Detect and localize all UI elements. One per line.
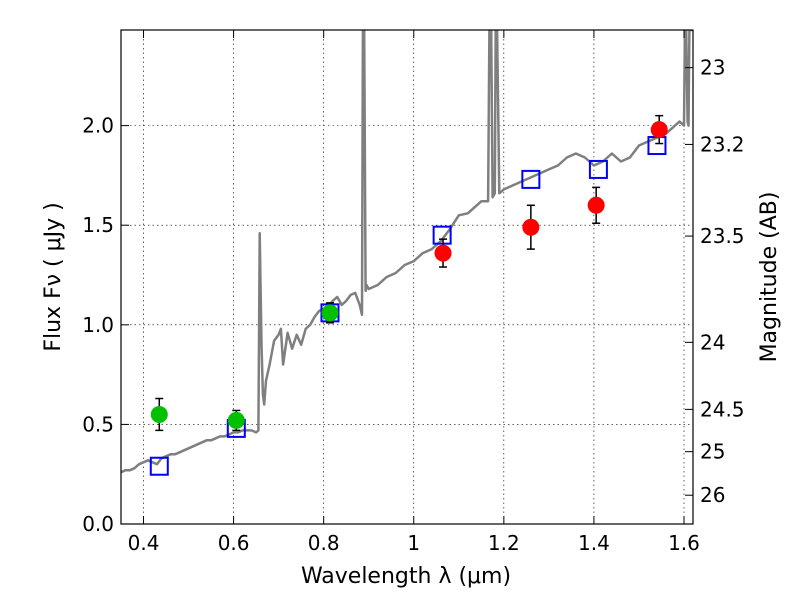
x-tick-label: 0.6	[218, 531, 250, 555]
mag-tick-label: 23.2	[700, 132, 745, 156]
photometry-point	[650, 121, 668, 139]
x-tick-label: 1.2	[488, 531, 520, 555]
plot-frame	[120, 29, 694, 525]
mag-tick-label: 25	[700, 440, 725, 464]
mag-tick-label: 26	[700, 483, 725, 507]
model-photometry-square	[588, 159, 608, 179]
photometry-point	[434, 244, 452, 262]
mag-tick-label: 24.5	[700, 397, 745, 421]
y-tick-label: 1.0	[82, 313, 114, 337]
x-axis-label: Wavelength λ (μm)	[301, 564, 511, 589]
x-tick-label: 1.6	[668, 531, 700, 555]
right-y-axis-label: Magnitude (AB)	[757, 192, 782, 363]
mag-tick-label: 23	[700, 56, 725, 80]
plot-area	[121, 30, 693, 476]
grid	[121, 30, 693, 525]
model-photometry-square	[432, 225, 452, 245]
y-tick-label: 0.5	[82, 412, 114, 436]
photometry-point	[522, 218, 540, 236]
y-tick-label: 1.5	[82, 213, 114, 237]
photometry-point	[227, 411, 245, 429]
mag-tick-label: 24	[700, 330, 725, 354]
photometry-point	[587, 196, 605, 214]
y-tick-label: 0.0	[82, 512, 114, 536]
y-tick-label: 2.0	[82, 114, 114, 138]
x-tick-label: 1	[407, 531, 420, 555]
x-tick-label: 0.8	[308, 531, 340, 555]
model-photometry-square	[521, 169, 541, 189]
mag-tick-label: 23.5	[700, 224, 745, 248]
photometry-point	[321, 304, 339, 322]
x-tick-label: 0.4	[128, 531, 160, 555]
photometry-point	[150, 405, 168, 423]
spectrum-line	[121, 30, 693, 474]
model-photometry-square	[149, 456, 169, 476]
x-tick-label: 1.4	[578, 531, 610, 555]
axes: 0.4 0.6 0.8 1 1.2 1.4 1.6 0.0 0.5 1.0 1.5 2.0 23 23.2…	[82, 30, 745, 555]
y-axis-label: Flux Fν ( μJy )	[41, 202, 66, 351]
